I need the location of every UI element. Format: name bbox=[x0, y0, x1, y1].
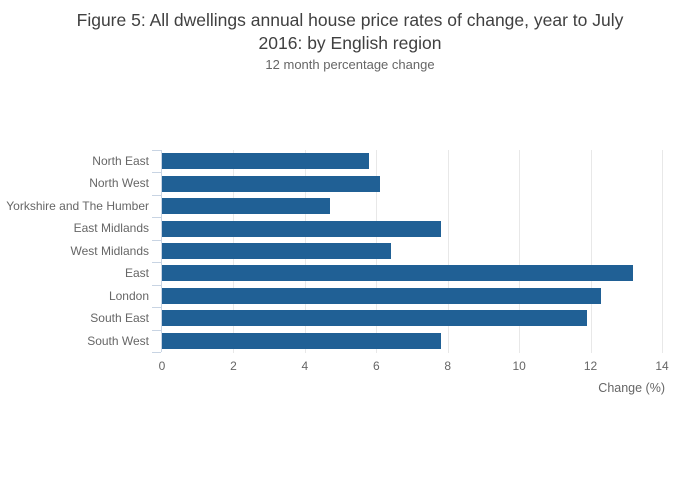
gridline-x-14 bbox=[662, 150, 663, 353]
category-label-south-east: South East bbox=[90, 311, 149, 326]
gridline-x-8 bbox=[447, 150, 449, 353]
x-tick-label-12: 12 bbox=[583, 359, 598, 373]
bar-east-midlands bbox=[162, 220, 441, 237]
x-tick-label-10: 10 bbox=[512, 359, 526, 373]
chart-title-line2: 2016: by English region bbox=[258, 33, 442, 53]
x-axis-tick-labels: 0 2 4 6 8 10 12 14 bbox=[159, 359, 669, 375]
y-axis-tick bbox=[152, 172, 161, 173]
category-label-west-midlands: West Midlands bbox=[70, 243, 149, 258]
x-tick-label-6: 6 bbox=[372, 359, 380, 373]
x-tick-label-2: 2 bbox=[230, 359, 237, 373]
y-axis-tick bbox=[152, 330, 161, 331]
x-tick-label-4: 4 bbox=[301, 359, 309, 373]
category-label-north-east: North East bbox=[92, 154, 149, 168]
bar-south-east bbox=[162, 310, 587, 327]
gridline-x-12 bbox=[590, 150, 592, 353]
chart-title: Figure 5: All dwellings annual house pri… bbox=[0, 9, 700, 55]
y-axis-tick bbox=[152, 217, 161, 218]
y-axis-tick bbox=[152, 307, 161, 308]
y-axis-tick bbox=[152, 240, 161, 241]
x-tick-label-0: 0 bbox=[158, 359, 166, 373]
chart-title-line1: Figure 5: All dwellings annual house pri… bbox=[76, 10, 624, 30]
category-label-south-west: South West bbox=[87, 333, 149, 348]
chart-subtitle: 12 month percentage change bbox=[265, 57, 435, 72]
y-axis-line bbox=[161, 150, 162, 352]
plot-area bbox=[152, 150, 663, 353]
bar-yorkshire-and-the-humber bbox=[162, 198, 330, 215]
category-label-north-west: North West bbox=[89, 176, 149, 191]
bar-west-midlands bbox=[162, 243, 391, 259]
bar-north-east bbox=[162, 153, 370, 170]
bar-south-west bbox=[162, 332, 441, 349]
gridline-x-10 bbox=[519, 150, 521, 353]
x-tick-label-14: 14 bbox=[655, 359, 669, 373]
category-label-london: London bbox=[108, 288, 149, 303]
y-axis-tick bbox=[152, 285, 161, 286]
category-label-east-midlands: East Midlands bbox=[73, 221, 149, 236]
y-axis-tick bbox=[152, 352, 161, 353]
bar-north-west bbox=[162, 175, 380, 192]
category-label-east: East bbox=[124, 266, 149, 281]
y-axis-tick bbox=[152, 195, 161, 196]
x-tick-label-8: 8 bbox=[444, 359, 452, 373]
category-label-yorkshire-and-the-humber: Yorkshire and The Humber bbox=[6, 198, 149, 213]
bar-east bbox=[162, 265, 634, 282]
y-axis-tick bbox=[152, 262, 161, 263]
category-axis-labels: North East North West Yorkshire and The Hu… bbox=[0, 150, 149, 352]
bar-london bbox=[162, 287, 602, 304]
y-axis-tick bbox=[152, 150, 161, 151]
x-axis-title: Change (%) bbox=[598, 381, 665, 395]
